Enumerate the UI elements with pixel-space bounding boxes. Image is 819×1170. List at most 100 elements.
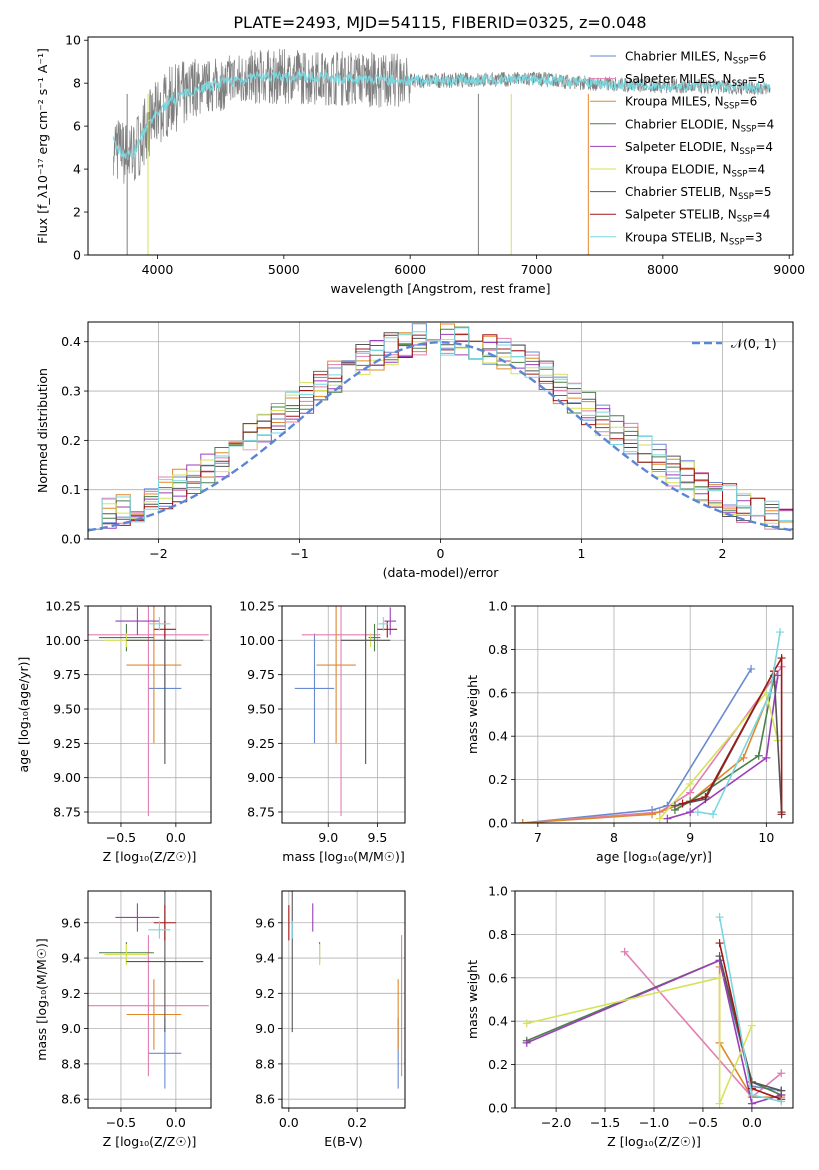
y-tick-label: 9.6 bbox=[61, 915, 81, 930]
y-tick-label: 9.50 bbox=[53, 702, 81, 717]
y-tick-label: 8.75 bbox=[53, 805, 81, 820]
legend-label: Salpeter MILES, NSSP=5 bbox=[625, 72, 765, 89]
y-tick-label: 10.00 bbox=[45, 633, 81, 648]
y-tick-label: 8.6 bbox=[255, 1092, 275, 1107]
plot-area bbox=[522, 913, 786, 1108]
weight-marker-salpeter-stelib bbox=[701, 792, 710, 801]
weight-marker-chabrier-elodie bbox=[754, 751, 763, 760]
y-tick-label: 9.2 bbox=[61, 986, 81, 1001]
plot-area bbox=[112, 48, 771, 255]
y-tick-label: 8.8 bbox=[255, 1056, 275, 1071]
x-tick-label: 8 bbox=[610, 830, 618, 845]
y-tick-label: 0.8 bbox=[488, 927, 508, 942]
legend-label: Salpeter STELIB, NSSP=4 bbox=[625, 208, 770, 225]
x-axis-label: mass [log₁₀(M/M☉)] bbox=[282, 849, 404, 864]
legend-label: Chabrier MILES, NSSP=6 bbox=[625, 50, 766, 67]
y-tick-label: 0.4 bbox=[488, 729, 508, 744]
y-axis-label: age [log₁₀(age/yr)] bbox=[16, 657, 31, 773]
y-tick-label: 9.0 bbox=[255, 1021, 275, 1036]
weight-marker-salpeter-stelib bbox=[678, 799, 687, 808]
x-tick-label: 0.0 bbox=[279, 1115, 299, 1130]
y-tick-label: 0.0 bbox=[488, 816, 508, 831]
y-tick-label: 0.0 bbox=[61, 532, 81, 547]
weight-marker-kroupa-elodie bbox=[655, 814, 664, 823]
axes-frame bbox=[281, 605, 406, 824]
y-tick-label: 6 bbox=[73, 119, 81, 134]
legend-label: Kroupa ELODIE, NSSP=4 bbox=[625, 163, 765, 180]
residuals-panel: −2 −1 0 1 2 0.0 0.1 0.2 0.3 0.4 (data-model)/error… bbox=[35, 321, 794, 580]
y-tick-label: 10.00 bbox=[239, 633, 275, 648]
plot-area bbox=[88, 891, 209, 1089]
x-tick-label: −0.5 bbox=[106, 830, 136, 845]
weight-marker-kroupa-elodie bbox=[747, 1021, 756, 1030]
age_vs_Z-panel: −0.5 0.0 8.75 9.00 9.25 9.50 9.75 10.00 10.25 Z [… bbox=[16, 599, 212, 864]
plot-area bbox=[518, 628, 786, 823]
weight_vs_age-panel: 7 8 9 10 0.0 0.2 0.4 0.6 0.8 1.0 age [log₁₀(age/yr… bbox=[465, 599, 794, 864]
x-tick-label: 4000 bbox=[142, 262, 174, 277]
x-tick-label: 9.0 bbox=[318, 830, 338, 845]
y-tick-label: 0.3 bbox=[61, 384, 81, 399]
weight-marker-salpeter-elodie bbox=[663, 814, 672, 823]
x-tick-label: −0.5 bbox=[688, 1115, 718, 1130]
y-tick-label: 9.6 bbox=[255, 915, 275, 930]
x-tick-label: 9 bbox=[686, 830, 694, 845]
weight-line-kroupa-elodie bbox=[526, 976, 753, 1105]
weight-marker-salpeter-miles bbox=[686, 788, 695, 797]
x-tick-label: 0.0 bbox=[166, 830, 186, 845]
x-tick-label: 0.0 bbox=[166, 1115, 186, 1130]
y-tick-label: 9.00 bbox=[53, 770, 81, 785]
y-tick-label: 10 bbox=[65, 33, 81, 48]
weight-marker-salpeter-miles bbox=[777, 1069, 786, 1078]
spectrum-panel: 4000 5000 6000 7000 8000 9000 0 2 4 6 8 10 wavelengt… bbox=[35, 33, 805, 296]
x-tick-label: 10 bbox=[758, 830, 774, 845]
x-axis-label: Z [log₁₀(Z/Z☉)] bbox=[103, 849, 197, 864]
y-tick-label: 9.4 bbox=[255, 951, 275, 966]
x-tick-label: 8000 bbox=[647, 262, 679, 277]
y-tick-label: 9.4 bbox=[61, 951, 81, 966]
weight-marker-salpeter-elodie bbox=[522, 1038, 531, 1047]
axes-frame bbox=[87, 890, 212, 1109]
plot-area bbox=[288, 891, 403, 1089]
y-tick-label: 2 bbox=[73, 205, 81, 220]
weight-marker-kroupa-elodie bbox=[715, 973, 724, 982]
weight_vs_Z-panel: −2.0 −1.5 −1.0 −0.5 0.0 0.0 0.2 0.4 0.6 0.8 1.0 Z [… bbox=[465, 884, 794, 1149]
x-axis-label: (data-model)/error bbox=[383, 565, 500, 580]
histogram-step-salpeter-elodie bbox=[88, 333, 793, 530]
weight-line-kroupa-stelib bbox=[697, 631, 781, 816]
y-tick-label: 8 bbox=[73, 76, 81, 91]
y-tick-label: 0 bbox=[73, 248, 81, 263]
x-tick-label: 1 bbox=[578, 546, 586, 561]
x-tick-label: −0.5 bbox=[106, 1115, 136, 1130]
weight-marker-salpeter-elodie bbox=[747, 1099, 756, 1108]
weight-marker-kroupa-miles bbox=[518, 819, 527, 823]
weight-line-kroupa-elodie bbox=[659, 691, 779, 820]
y-tick-label: 0.4 bbox=[488, 1014, 508, 1029]
plot-area bbox=[294, 606, 398, 817]
y-tick-label: 9.00 bbox=[247, 770, 275, 785]
legend-label: Chabrier ELODIE, NSSP=4 bbox=[625, 117, 774, 134]
mass_vs_ebv-panel: 0.0 0.2 8.6 8.8 9.0 9.2 9.4 9.6 E(B-V) bbox=[255, 890, 406, 1149]
normal-curve bbox=[88, 340, 793, 532]
axes-frame bbox=[514, 605, 794, 824]
y-tick-label: 10.25 bbox=[239, 599, 275, 614]
weight-marker-salpeter-stelib bbox=[715, 939, 724, 948]
y-tick-label: 0.0 bbox=[488, 1101, 508, 1116]
x-tick-label: −1.5 bbox=[590, 1115, 620, 1130]
axes-frame bbox=[87, 605, 212, 824]
weight-marker-kroupa-stelib bbox=[709, 810, 718, 819]
legend-label: 𝒩(0, 1) bbox=[731, 336, 777, 351]
weight-marker-salpeter-elodie bbox=[762, 753, 771, 762]
y-axis-label: Flux [f_λ10⁻¹⁷ erg cm⁻² s⁻¹ A⁻¹] bbox=[35, 48, 50, 244]
y-tick-label: 0.2 bbox=[488, 772, 508, 787]
y-tick-label: 9.0 bbox=[61, 1021, 81, 1036]
y-axis-label: Normed distribution bbox=[35, 368, 50, 493]
x-axis-label: E(B-V) bbox=[324, 1134, 363, 1149]
x-tick-label: −1 bbox=[290, 546, 308, 561]
y-tick-label: 0.8 bbox=[488, 642, 508, 657]
weight-marker-salpeter-elodie bbox=[686, 808, 695, 817]
y-tick-label: 0.2 bbox=[488, 1057, 508, 1072]
y-axis-label: mass [log₁₀(M/M☉)] bbox=[34, 938, 49, 1060]
y-tick-label: 0.6 bbox=[488, 685, 508, 700]
y-tick-label: 9.2 bbox=[255, 986, 275, 1001]
y-tick-label: 9.25 bbox=[247, 736, 275, 751]
